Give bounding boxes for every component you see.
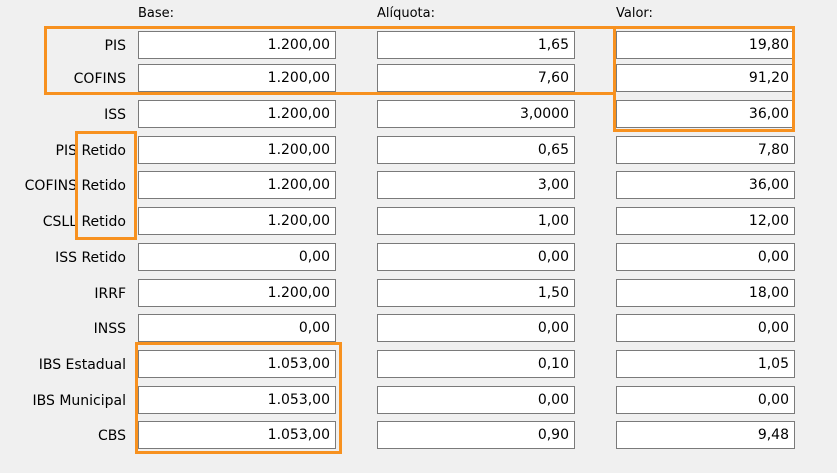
row-label: CSLL Retido (42, 214, 126, 230)
base-field[interactable]: 1.053,00 (138, 350, 336, 378)
aliquota-field[interactable]: 0,00 (377, 243, 575, 271)
valor-field[interactable]: 0,00 (616, 314, 795, 342)
tax-row-cofins: COFINS 1.200,00 7,60 91,20 (0, 64, 837, 94)
valor-field[interactable]: 9,48 (616, 421, 795, 449)
base-field[interactable]: 1.200,00 (138, 31, 336, 59)
valor-field[interactable]: 19,80 (616, 31, 795, 59)
tax-row-irrf: IRRF 1.200,00 1,50 18,00 (0, 279, 837, 309)
tax-row-inss: INSS 0,00 0,00 0,00 (0, 314, 837, 344)
tax-row-cbs: CBS 1.053,00 0,90 9,48 (0, 421, 837, 451)
aliquota-field[interactable]: 0,00 (377, 386, 575, 414)
aliquota-field[interactable]: 0,00 (377, 314, 575, 342)
aliquota-field[interactable]: 1,50 (377, 279, 575, 307)
header-aliquota: Alíquota: (377, 6, 436, 21)
aliquota-field[interactable]: 1,00 (377, 207, 575, 235)
row-label: INSS (93, 321, 126, 337)
tax-row-pis-retido: PIS Retido 1.200,00 0,65 7,80 (0, 136, 837, 166)
tax-row-pis: PIS 1.200,00 1,65 19,80 (0, 31, 837, 61)
valor-field[interactable]: 91,20 (616, 64, 795, 92)
tax-row-iss-retido: ISS Retido 0,00 0,00 0,00 (0, 243, 837, 273)
base-field[interactable]: 1.200,00 (138, 100, 336, 128)
header-valor: Valor: (616, 6, 653, 21)
row-label: CBS (97, 428, 126, 444)
base-field[interactable]: 1.200,00 (138, 64, 336, 92)
row-label: ISS (104, 107, 126, 123)
tax-row-iss: ISS 1.200,00 3,0000 36,00 (0, 100, 837, 130)
row-label: COFINS (73, 71, 126, 87)
base-field[interactable]: 1.200,00 (138, 279, 336, 307)
row-label: IBS Municipal (32, 393, 126, 409)
base-field[interactable]: 1.200,00 (138, 171, 336, 199)
base-field[interactable]: 1.053,00 (138, 386, 336, 414)
row-label: PIS Retido (55, 143, 126, 159)
aliquota-field[interactable]: 0,10 (377, 350, 575, 378)
valor-field[interactable]: 36,00 (616, 100, 795, 128)
valor-field[interactable]: 36,00 (616, 171, 795, 199)
base-field[interactable]: 1.200,00 (138, 136, 336, 164)
aliquota-field[interactable]: 3,0000 (377, 100, 575, 128)
base-field[interactable]: 1.200,00 (138, 207, 336, 235)
aliquota-field[interactable]: 7,60 (377, 64, 575, 92)
aliquota-field[interactable]: 3,00 (377, 171, 575, 199)
aliquota-field[interactable]: 0,90 (377, 421, 575, 449)
aliquota-field[interactable]: 0,65 (377, 136, 575, 164)
valor-field[interactable]: 0,00 (616, 386, 795, 414)
valor-field[interactable]: 0,00 (616, 243, 795, 271)
header-base: Base: (138, 6, 175, 21)
aliquota-field[interactable]: 1,65 (377, 31, 575, 59)
base-field[interactable]: 0,00 (138, 243, 336, 271)
valor-field[interactable]: 1,05 (616, 350, 795, 378)
tax-row-ibs-municipal: IBS Municipal 1.053,00 0,00 0,00 (0, 386, 837, 416)
row-label: PIS (104, 38, 126, 54)
row-label: IRRF (94, 286, 126, 302)
valor-field[interactable]: 7,80 (616, 136, 795, 164)
tax-row-ibs-estadual: IBS Estadual 1.053,00 0,10 1,05 (0, 350, 837, 380)
tax-row-csll-retido: CSLL Retido 1.200,00 1,00 12,00 (0, 207, 837, 237)
row-label: ISS Retido (55, 250, 126, 266)
valor-field[interactable]: 18,00 (616, 279, 795, 307)
valor-field[interactable]: 12,00 (616, 207, 795, 235)
row-label: IBS Estadual (38, 357, 126, 373)
base-field[interactable]: 1.053,00 (138, 421, 336, 449)
row-label: COFINS Retido (24, 178, 126, 194)
tax-row-cofins-retido: COFINS Retido 1.200,00 3,00 36,00 (0, 171, 837, 201)
base-field[interactable]: 0,00 (138, 314, 336, 342)
